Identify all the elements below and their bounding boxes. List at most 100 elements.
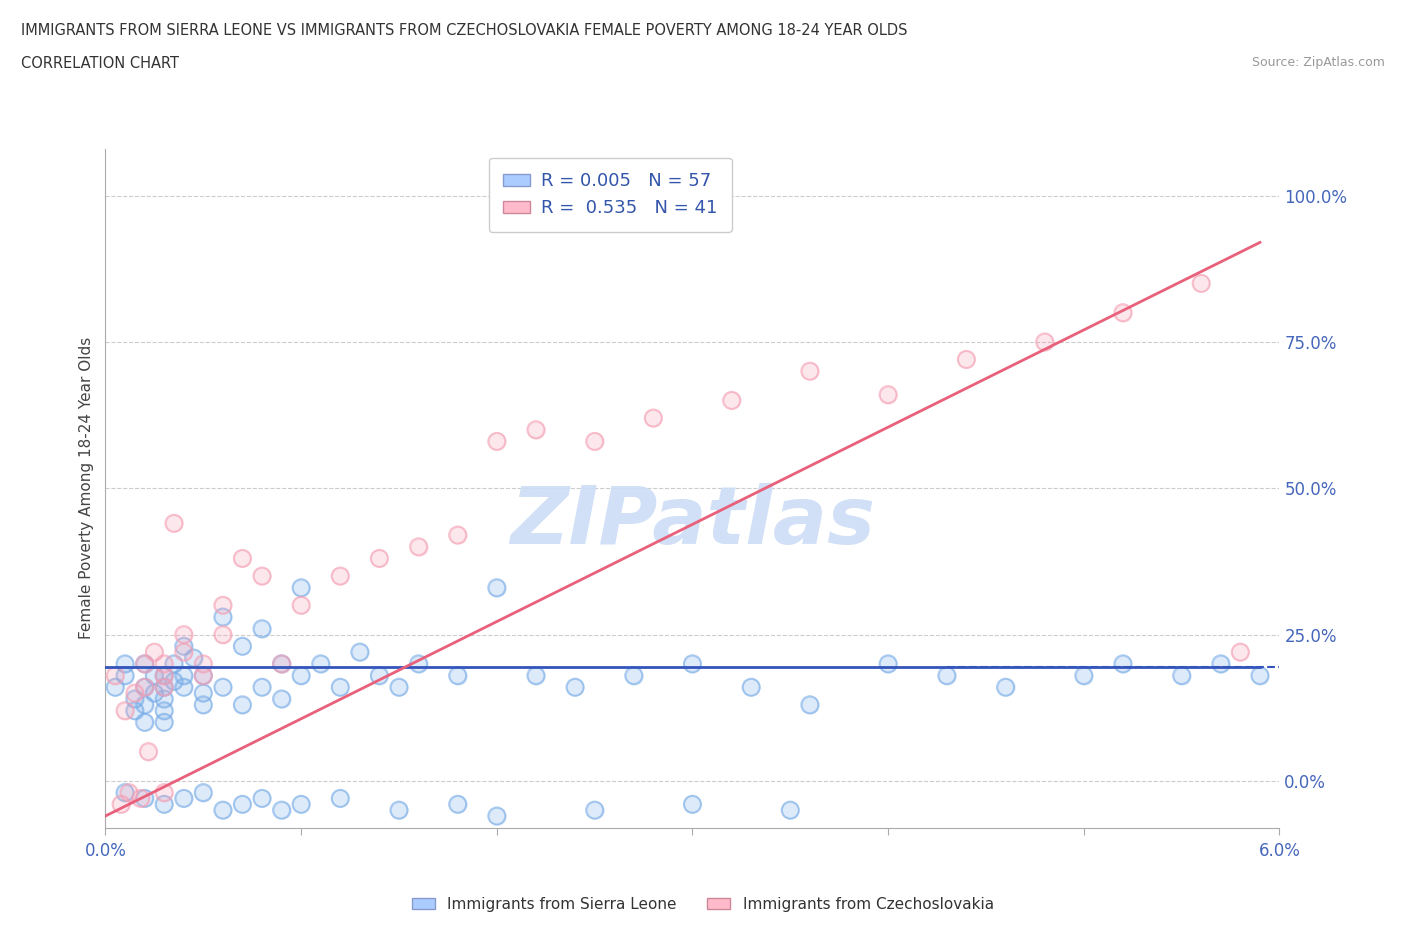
Point <box>799 364 821 379</box>
Point <box>994 680 1017 695</box>
Point <box>447 668 470 683</box>
Point <box>740 680 762 695</box>
Point <box>173 644 195 659</box>
Point <box>173 791 195 806</box>
Point <box>447 527 470 542</box>
Point <box>935 668 957 683</box>
Point <box>877 657 900 671</box>
Point <box>114 668 136 683</box>
Point <box>877 387 900 402</box>
Point <box>129 791 152 806</box>
Point <box>143 685 166 700</box>
Point <box>799 698 821 712</box>
Point <box>290 668 312 683</box>
Point <box>564 680 586 695</box>
Point <box>129 791 152 806</box>
Point <box>583 803 606 817</box>
Point <box>138 744 160 759</box>
Point <box>329 680 352 695</box>
Point <box>163 657 186 671</box>
Point <box>485 580 508 595</box>
Point <box>153 715 176 730</box>
Point <box>134 657 156 671</box>
Legend: Immigrants from Sierra Leone, Immigrants from Czechoslovakia: Immigrants from Sierra Leone, Immigrants… <box>406 891 1000 918</box>
Point <box>349 644 371 659</box>
Point <box>388 803 411 817</box>
Point <box>1033 335 1056 350</box>
Point <box>250 568 273 583</box>
Point <box>309 657 332 671</box>
Point <box>1112 305 1135 320</box>
Point <box>193 698 215 712</box>
Point <box>1229 644 1251 659</box>
Point <box>193 785 215 800</box>
Point <box>270 692 292 707</box>
Point <box>163 516 186 531</box>
Point <box>110 797 132 812</box>
Point <box>134 715 156 730</box>
Point <box>270 692 292 707</box>
Point <box>231 797 253 812</box>
Point <box>124 692 146 707</box>
Point <box>368 551 391 566</box>
Point <box>1112 657 1135 671</box>
Point <box>877 387 900 402</box>
Point <box>682 657 704 671</box>
Point <box>231 639 253 654</box>
Text: Source: ZipAtlas.com: Source: ZipAtlas.com <box>1251 56 1385 69</box>
Point <box>231 698 253 712</box>
Point <box>270 803 292 817</box>
Text: ZIPatlas: ZIPatlas <box>510 484 875 561</box>
Point <box>290 797 312 812</box>
Point <box>153 657 176 671</box>
Point <box>173 627 195 642</box>
Point <box>408 657 430 671</box>
Point <box>643 410 665 425</box>
Point <box>388 680 411 695</box>
Point <box>1209 657 1232 671</box>
Point <box>250 621 273 636</box>
Point <box>250 680 273 695</box>
Point <box>270 657 292 671</box>
Point <box>1189 276 1212 291</box>
Point <box>270 803 292 817</box>
Point <box>211 609 233 624</box>
Point <box>163 516 186 531</box>
Point <box>153 703 176 718</box>
Point <box>682 797 704 812</box>
Point <box>134 698 156 712</box>
Point <box>118 785 141 800</box>
Point <box>153 785 176 800</box>
Point <box>270 657 292 671</box>
Point <box>740 680 762 695</box>
Point <box>250 568 273 583</box>
Point <box>682 797 704 812</box>
Point <box>134 698 156 712</box>
Point <box>183 651 205 666</box>
Point <box>1209 657 1232 671</box>
Point <box>104 680 127 695</box>
Point <box>173 680 195 695</box>
Point <box>134 715 156 730</box>
Point <box>153 668 176 683</box>
Point <box>564 680 586 695</box>
Point <box>329 791 352 806</box>
Point <box>138 744 160 759</box>
Point <box>153 668 176 683</box>
Point <box>193 668 215 683</box>
Point <box>193 668 215 683</box>
Point <box>250 791 273 806</box>
Point <box>779 803 801 817</box>
Point <box>1170 668 1192 683</box>
Point <box>994 680 1017 695</box>
Point <box>153 692 176 707</box>
Point <box>485 434 508 449</box>
Point <box>211 680 233 695</box>
Point <box>193 685 215 700</box>
Point <box>193 657 215 671</box>
Point <box>1033 335 1056 350</box>
Point <box>524 668 547 683</box>
Point <box>173 668 195 683</box>
Point <box>290 580 312 595</box>
Point <box>623 668 645 683</box>
